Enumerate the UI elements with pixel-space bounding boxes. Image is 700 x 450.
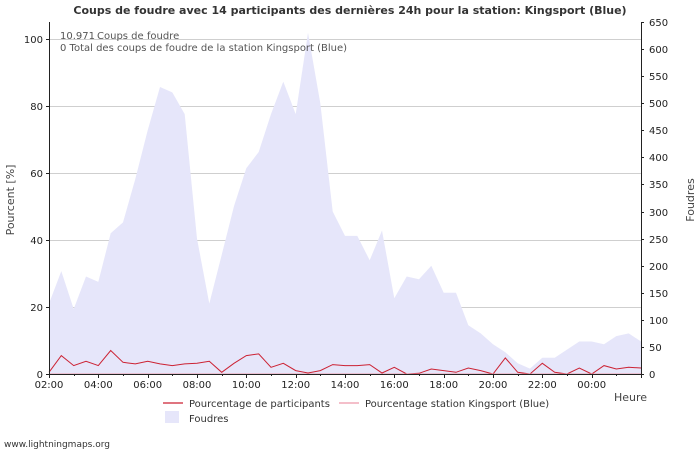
legend-label-foudres: Foudres — [189, 414, 228, 425]
annotation-label: Coups de foudre — [97, 31, 179, 42]
footer-credit: www.lightningmaps.org — [4, 440, 110, 450]
y-tick-label-right: 0 — [649, 370, 655, 381]
y-axis-left-label: Pourcent [%] — [4, 165, 17, 236]
y-tick-label-right: 500 — [649, 99, 668, 110]
y-tick-label-right: 550 — [649, 72, 668, 83]
y-tick-label-right: 250 — [649, 235, 668, 246]
y-ticks-right: 0 50 100 150 200 250 300 350 400 450 500 550 600 650 — [641, 18, 668, 381]
legend-label-participants: Pourcentage de participants — [189, 399, 330, 410]
annotation-station-total: 0 Total des coups de foudre de la statio… — [60, 43, 347, 54]
x-tick-label: 12:00 — [281, 380, 310, 391]
y-tick-label-right: 650 — [649, 18, 668, 29]
area-layer — [49, 32, 641, 375]
y-tick-label-right: 350 — [649, 180, 668, 191]
y-tick-label-right: 50 — [649, 343, 662, 354]
x-tick-label: 20:00 — [479, 380, 508, 391]
y-tick-label-left: 80 — [30, 102, 43, 113]
x-axis-label: Heure — [614, 391, 647, 404]
series-area-foudres — [49, 32, 641, 375]
y-tick-label-left: 60 — [30, 169, 43, 180]
y-tick-label-right: 150 — [649, 289, 668, 300]
annotation-value: 10.971 — [60, 31, 95, 42]
y-tick-label-right: 400 — [649, 153, 668, 164]
x-tick-label: 00:00 — [577, 380, 606, 391]
x-tick-label: 18:00 — [429, 380, 458, 391]
x-tick-label: 04:00 — [84, 380, 113, 391]
y-tick-label-left: 20 — [30, 303, 43, 314]
chart-title: Coups de foudre avec 14 participants des… — [73, 4, 626, 17]
x-tick-label: 16:00 — [380, 380, 409, 391]
y-tick-label-left: 100 — [24, 35, 43, 46]
y-tick-label-left: 40 — [30, 236, 43, 247]
legend-label-station: Pourcentage station Kingsport (Blue) — [365, 399, 549, 410]
x-tick-label: 06:00 — [133, 380, 162, 391]
x-tick-label: 22:00 — [528, 380, 557, 391]
x-tick-label: 08:00 — [183, 380, 212, 391]
x-tick-label: 02:00 — [35, 380, 64, 391]
x-tick-label: 10:00 — [232, 380, 261, 391]
legend-swatch-foudres — [165, 411, 179, 423]
y-tick-label-right: 600 — [649, 45, 668, 56]
y-tick-label-right: 300 — [649, 208, 668, 219]
x-tick-label: 14:00 — [331, 380, 360, 391]
y-tick-label-right: 200 — [649, 262, 668, 273]
y-tick-label-left: 0 — [37, 370, 43, 381]
series-line-1 — [48, 349, 642, 375]
y-tick-label-right: 450 — [649, 126, 668, 137]
y-ticks-left: 0 20 40 60 80 100 — [24, 35, 49, 381]
x-ticks: 02:00 04:00 06:00 08:00 10:00 12:00 14:00 16:00… — [35, 374, 617, 391]
y-axis-right-label: Foudres — [684, 178, 697, 222]
y-tick-label-right: 100 — [649, 316, 668, 327]
